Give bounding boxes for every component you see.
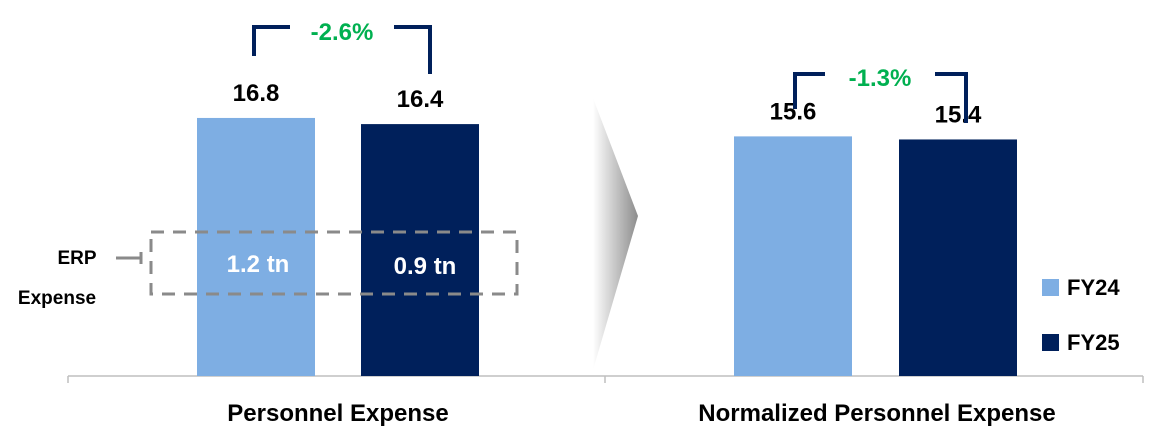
- bar-fy24-personnel-expense: [197, 117, 315, 377]
- erp-label-line2: Expense: [18, 288, 96, 309]
- data-label-fy24-personnel-expense: 16.8: [233, 80, 280, 107]
- legend-swatch-fy25: [1042, 334, 1059, 351]
- erp-label-line1: ERP: [57, 248, 96, 269]
- change-label-normalized-personnel-expense: -1.3%: [849, 65, 912, 92]
- category-label-personnel-expense: Personnel Expense: [227, 400, 448, 427]
- data-label-fy25-personnel-expense: 16.4: [397, 86, 444, 113]
- change-label-personnel-expense: -2.6%: [311, 19, 374, 46]
- erp-value-fy25: 0.9 tn: [394, 253, 457, 280]
- bar-fy25-normalized-personnel-expense: [899, 139, 1017, 376]
- bar-fy25-personnel-expense: [361, 124, 479, 376]
- legend-swatch-fy24: [1042, 279, 1059, 296]
- bar-fy24-normalized-personnel-expense: [734, 136, 852, 376]
- erp-value-fy24: 1.2 tn: [227, 251, 290, 278]
- change-bracket-normalized-personnel-expense: [793, 72, 968, 123]
- transition-arrow: [593, 98, 638, 370]
- data-label-fy25-normalized-personnel-expense: 15.4: [935, 101, 982, 128]
- erp-dashed-box: [149, 230, 519, 296]
- legend-label-fy25: FY25: [1067, 330, 1120, 355]
- category-label-normalized-personnel-expense: Normalized Personnel Expense: [698, 400, 1055, 427]
- change-bracket-personnel-expense: [252, 25, 432, 74]
- legend-label-fy24: FY24: [1067, 275, 1120, 300]
